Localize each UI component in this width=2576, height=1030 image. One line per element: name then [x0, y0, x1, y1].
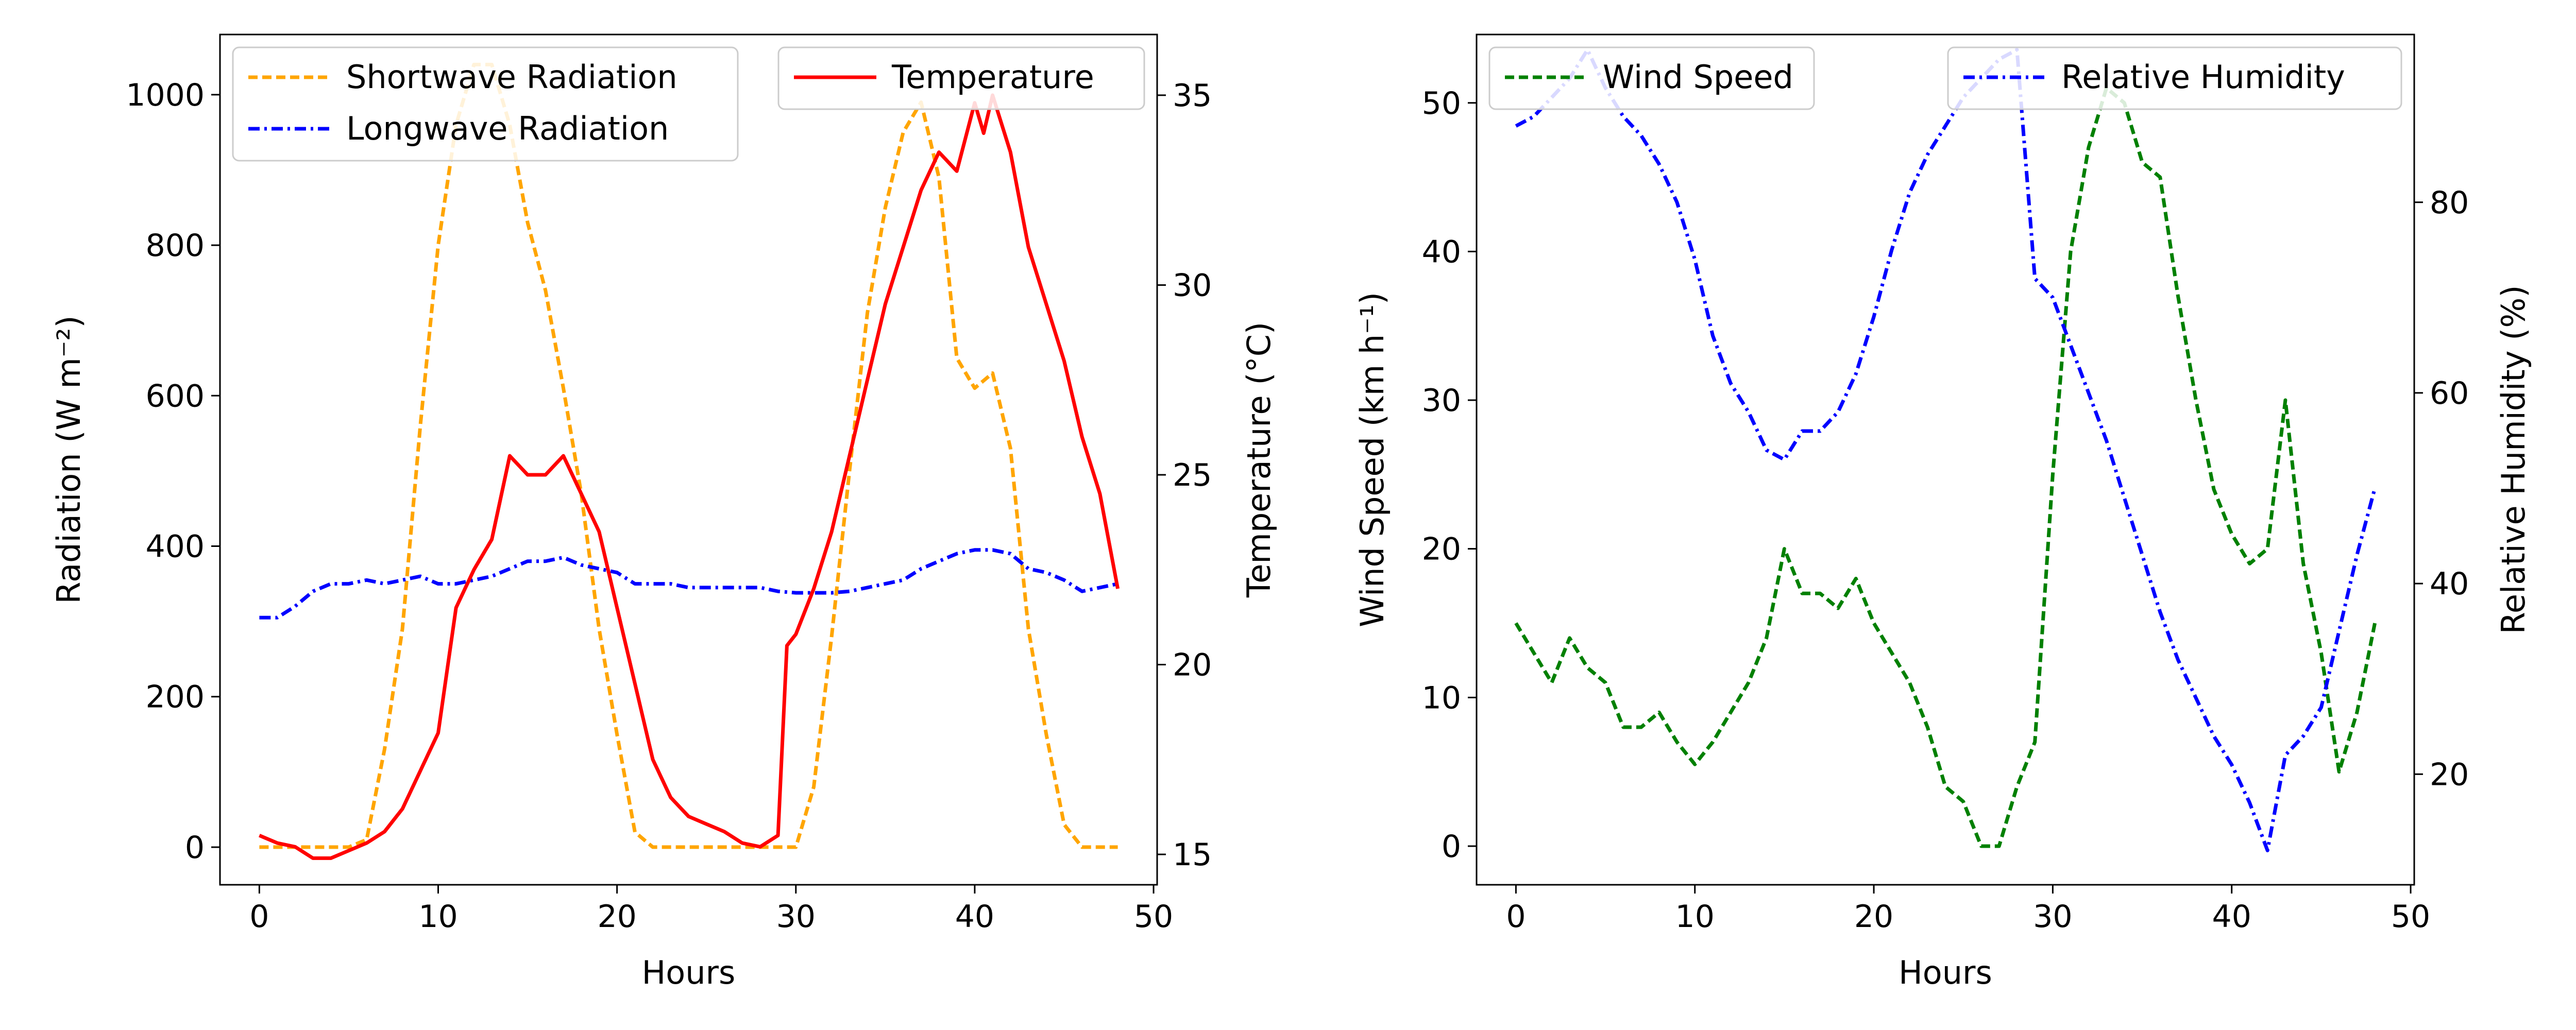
y-right-tick-label: 60 — [2430, 375, 2469, 411]
legend-label: Shortwave Radiation — [346, 58, 677, 96]
legend-label: Relative Humidity — [2061, 58, 2345, 96]
x-tick-label: 30 — [776, 899, 816, 935]
x-tick-label: 10 — [1675, 899, 1715, 935]
y-right-tick-label: 35 — [1173, 78, 1212, 114]
legend-box — [232, 46, 739, 162]
x-axis-label: Hours — [642, 954, 736, 991]
y-right-axis-label: Temperature (°C) — [1240, 322, 1278, 598]
series-lines — [259, 62, 1120, 860]
y-right-axis-label: Relative Humidity (%) — [2495, 285, 2532, 634]
x-axis-label: Hours — [1899, 954, 1992, 991]
x-tick-label: 0 — [249, 899, 269, 935]
legend-upper-left: Wind Speed — [1488, 46, 1815, 110]
x-tick-label: 20 — [1854, 899, 1893, 935]
legend-upper-left: Shortwave Radiation Longwave Radiation — [232, 46, 739, 162]
y-left-tick-label: 30 — [1422, 383, 1461, 419]
axes-frame — [1476, 33, 2415, 886]
y-left-axis-label: Wind Speed (km h⁻¹) — [1353, 292, 1391, 627]
y-right-tick-label: 40 — [2430, 566, 2469, 602]
legend-box — [777, 46, 1145, 110]
x-tick-label: 30 — [2033, 899, 2072, 935]
x-tick-label: 20 — [597, 899, 636, 935]
y-right-tick-label: 30 — [1173, 267, 1212, 303]
y-left-tick-label: 0 — [1442, 829, 1461, 865]
wind-humidity-chart: 0 10 20 30 40 50 0 10 20 30 40 50 20 40 60 80 Hours Wind … — [1353, 33, 2532, 991]
series-line-wind-speed — [1514, 86, 2377, 848]
y-right-tick-label: 20 — [2430, 757, 2469, 793]
y-right-tick-label: 25 — [1173, 457, 1212, 493]
series-line-longwave-radiation — [259, 548, 1118, 620]
x-tick-label: 50 — [1134, 899, 1173, 935]
y-left-tick-label: 1000 — [126, 77, 205, 113]
radiation-temperature-chart: 0 10 20 30 40 50 0 200 400 600 800 1000 15 20 25 30 35 Ho… — [50, 33, 1278, 991]
series-line-relative-humidity — [1515, 48, 2377, 852]
series-line-temperature — [259, 93, 1120, 860]
legend-label: Temperature — [891, 58, 1094, 96]
y-right-tick-label: 15 — [1173, 837, 1212, 873]
y-right-tick-label: 80 — [2430, 185, 2469, 221]
legend-box — [1488, 46, 1815, 110]
y-left-tick-label: 0 — [185, 830, 205, 866]
x-tick-label: 10 — [418, 899, 457, 935]
y-left-tick-label: 400 — [145, 529, 205, 565]
y-left-tick-label: 10 — [1422, 680, 1461, 716]
y-right-tick-label: 20 — [1173, 647, 1212, 683]
legend-label: Longwave Radiation — [346, 110, 669, 147]
x-tick-label: 0 — [1506, 899, 1526, 935]
y-left-tick-label: 20 — [1422, 531, 1461, 568]
axes-frame — [219, 33, 1158, 886]
legend-label: Wind Speed — [1603, 58, 1793, 96]
y-left-tick-label: 200 — [145, 679, 205, 715]
series-line-shortwave-radiation — [259, 62, 1118, 849]
legend-upper-right: Relative Humidity — [1947, 46, 2402, 110]
legend-upper-right: Temperature — [777, 46, 1145, 110]
series-lines — [1514, 48, 2377, 852]
y-left-axis-label: Radiation (W m⁻²) — [50, 315, 88, 604]
y-left-tick-label: 800 — [145, 228, 205, 264]
x-tick-label: 40 — [955, 899, 994, 935]
x-tick-label: 50 — [2391, 899, 2430, 935]
x-tick-label: 40 — [2212, 899, 2251, 935]
y-left-tick-label: 50 — [1422, 85, 1461, 122]
legend-box — [1947, 46, 2402, 110]
y-left-tick-label: 40 — [1422, 234, 1461, 270]
y-left-tick-label: 600 — [145, 378, 205, 414]
